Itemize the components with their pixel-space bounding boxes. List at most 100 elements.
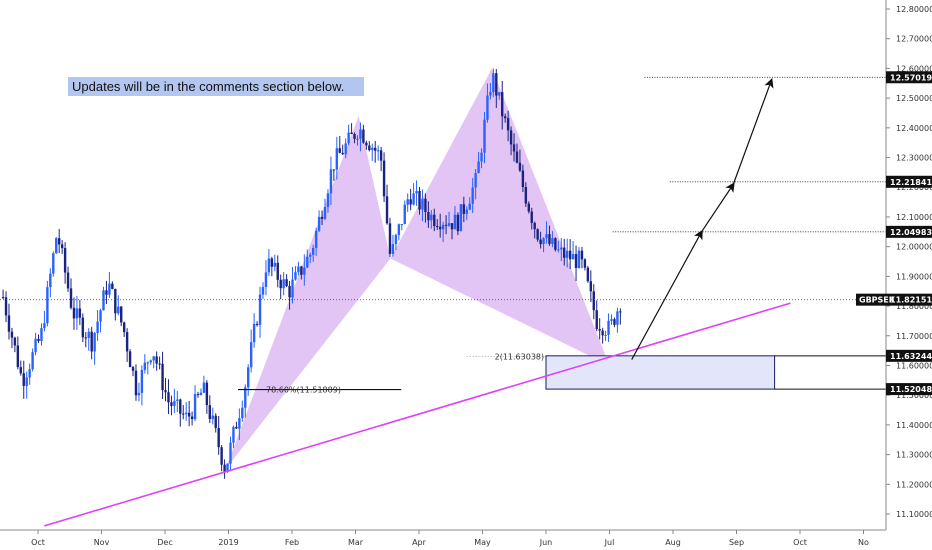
candle-body <box>255 323 259 325</box>
candle-body <box>267 258 271 273</box>
candle-body <box>474 173 477 188</box>
pattern-bcd-triangle <box>390 68 610 366</box>
candle-body <box>146 362 149 364</box>
candle-body <box>323 206 327 219</box>
candle-body <box>208 405 212 420</box>
price-tick-label: 12.00000 <box>896 243 932 252</box>
candle-body <box>241 407 244 419</box>
candle-body <box>459 204 463 232</box>
candle-body <box>66 272 70 289</box>
target-badge-bg <box>886 175 932 188</box>
candle-body <box>232 426 235 443</box>
candle-body <box>409 199 412 205</box>
candle-body <box>57 238 61 245</box>
candle-body <box>335 148 339 170</box>
target-badge-bg <box>886 71 932 84</box>
candle-body <box>205 382 209 406</box>
candle-body <box>512 144 516 152</box>
candle-body <box>548 234 551 244</box>
candle-body <box>441 224 445 230</box>
time-tick-label: Jun <box>539 538 553 547</box>
candle-body <box>276 262 279 280</box>
candle-body <box>258 294 262 325</box>
candle-body <box>158 363 161 365</box>
banner-background <box>68 77 364 96</box>
time-tick-label: Sep <box>729 538 744 547</box>
candle-body <box>554 238 557 250</box>
candle-body <box>421 198 424 210</box>
candle-body <box>376 150 380 152</box>
time-axis: Oct Nov Dec 2019 Feb Mar Apr May Jun Jul Aug Sep Oct… <box>0 529 886 547</box>
candle-body <box>433 214 436 227</box>
price-axis: 12.80000 12.70000 12.60000 12.50000 12.40000… <box>885 0 932 530</box>
candles <box>1 68 622 479</box>
target-badge: 12.04983 <box>890 228 932 237</box>
candle-body <box>480 152 483 162</box>
price-tick-label: 11.30000 <box>896 451 932 460</box>
price-tick-label: 12.50000 <box>896 94 932 103</box>
candle-body <box>28 369 31 378</box>
candle-body <box>294 272 297 280</box>
candle-body <box>486 95 489 120</box>
time-tick-label: Dec <box>157 538 172 547</box>
pattern-xab-triangle <box>225 115 391 470</box>
candle-body <box>503 116 507 119</box>
candle-body <box>571 254 575 260</box>
candle-body <box>311 247 315 255</box>
candle-body <box>453 214 457 230</box>
banner: Updates will be in the comments section … <box>68 77 364 96</box>
projection-segment <box>631 229 703 360</box>
candle-body <box>211 415 214 420</box>
candle-body <box>161 363 164 391</box>
candle-body <box>601 330 604 336</box>
candle-body <box>412 193 415 205</box>
candle-body <box>400 224 403 226</box>
candle-body <box>338 148 341 153</box>
price-tick-label: 12.60000 <box>896 64 932 73</box>
candle-body <box>415 191 418 194</box>
prz-top-badge-bg <box>886 349 932 362</box>
price-tick-label: 11.50000 <box>896 391 932 400</box>
candle-body <box>471 187 474 204</box>
candle-body <box>184 412 188 415</box>
candle-body <box>515 151 519 163</box>
projection-segment <box>701 182 735 233</box>
candle-body <box>244 387 247 408</box>
candle-body <box>309 254 312 257</box>
candle-body <box>120 306 123 323</box>
banner-text: Updates will be in the comments section … <box>72 79 344 94</box>
candle-body <box>397 224 401 236</box>
candle-body <box>536 229 539 240</box>
time-tick-label: No <box>858 538 869 547</box>
candle-body <box>347 132 350 144</box>
current-price-badge: 11.82151 <box>890 296 932 305</box>
candle-body <box>595 310 598 330</box>
candle-body <box>524 187 528 204</box>
candle-body <box>182 413 185 415</box>
candle-body <box>22 373 25 386</box>
candle-body <box>616 311 619 325</box>
candle-body <box>430 214 433 221</box>
candle-body <box>297 266 300 273</box>
candle-body <box>164 390 167 393</box>
candle-body <box>619 311 622 313</box>
prz-zone-rect <box>545 355 776 390</box>
prz-bottom-badge: 11.52048 <box>890 385 932 394</box>
candle-body <box>52 253 55 274</box>
candle-body <box>49 273 52 288</box>
candle-body <box>34 338 37 353</box>
prz-zone <box>545 355 776 390</box>
candle-body <box>72 307 76 319</box>
candle-body <box>140 369 144 393</box>
candle-body <box>37 338 40 342</box>
candle-body <box>465 209 468 214</box>
candle-body <box>75 308 79 319</box>
candle-body <box>509 130 513 145</box>
candle-body <box>300 266 303 275</box>
drawing-lines: 78.60%(11.51889) 2(11.63038) <box>0 76 886 527</box>
candle-body <box>190 416 194 420</box>
candle-body <box>314 230 318 248</box>
candle-body <box>545 234 548 239</box>
candle-body <box>306 256 309 268</box>
